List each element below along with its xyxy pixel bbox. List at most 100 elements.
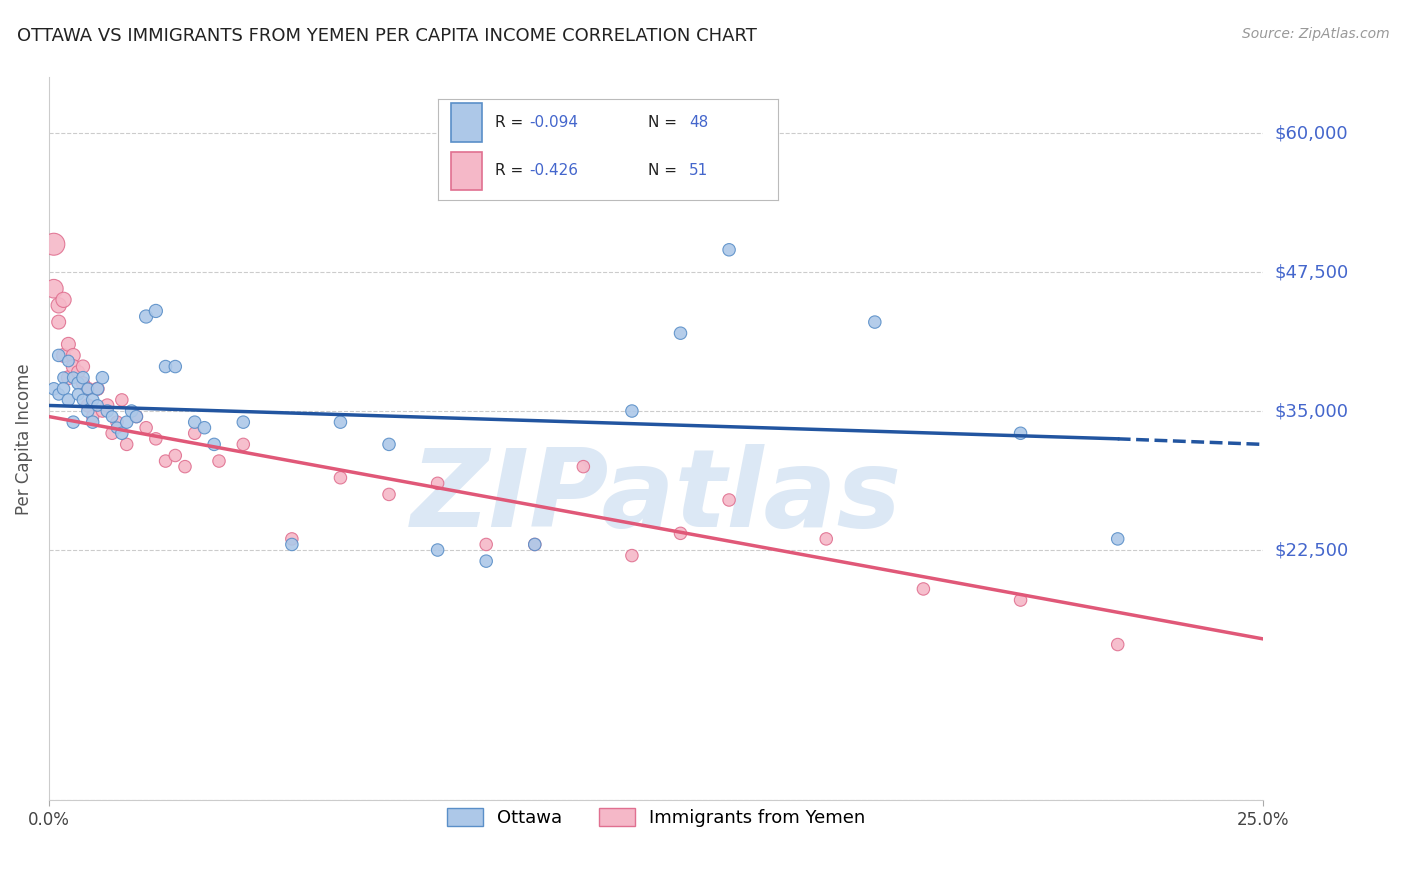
- Text: $22,500: $22,500: [1275, 541, 1348, 559]
- Point: [48, 348, 70, 362]
- Point: [42, 237, 65, 252]
- Point: [58, 337, 80, 351]
- Point: [1107, 532, 1129, 546]
- Point: [101, 409, 124, 424]
- Point: [76, 382, 98, 396]
- Point: [1107, 638, 1129, 652]
- Point: [58, 392, 80, 407]
- Point: [76, 404, 98, 418]
- Point: [125, 409, 148, 424]
- Point: [91, 370, 114, 384]
- Point: [232, 437, 254, 451]
- Point: [669, 326, 692, 341]
- Point: [62, 359, 84, 374]
- Point: [111, 392, 134, 407]
- Point: [96, 404, 118, 418]
- Point: [67, 387, 90, 401]
- Point: [475, 537, 498, 551]
- Point: [105, 420, 128, 434]
- Text: $47,500: $47,500: [1275, 263, 1348, 281]
- Point: [58, 370, 80, 384]
- Point: [67, 365, 90, 379]
- Point: [86, 382, 108, 396]
- Point: [426, 476, 449, 491]
- Point: [815, 532, 838, 546]
- Point: [208, 454, 231, 468]
- Point: [115, 437, 138, 451]
- Point: [145, 432, 167, 446]
- Point: [523, 537, 546, 551]
- Point: [523, 537, 546, 551]
- Point: [76, 382, 98, 396]
- Point: [165, 359, 187, 374]
- Point: [105, 415, 128, 429]
- Point: [329, 471, 352, 485]
- Point: [115, 415, 138, 429]
- Point: [145, 304, 167, 318]
- Point: [125, 409, 148, 424]
- Point: [620, 404, 643, 418]
- Point: [232, 415, 254, 429]
- Point: [475, 554, 498, 568]
- Point: [58, 354, 80, 368]
- Point: [1010, 593, 1032, 607]
- Y-axis label: Per Capita Income: Per Capita Income: [15, 363, 32, 515]
- Point: [183, 415, 205, 429]
- Point: [669, 526, 692, 541]
- Point: [86, 382, 108, 396]
- Point: [67, 376, 90, 391]
- Point: [96, 399, 118, 413]
- Point: [174, 459, 197, 474]
- Point: [52, 382, 75, 396]
- Point: [62, 415, 84, 429]
- Point: [135, 420, 157, 434]
- Point: [718, 493, 741, 508]
- Point: [378, 437, 401, 451]
- Text: $60,000: $60,000: [1275, 124, 1348, 142]
- Point: [155, 359, 177, 374]
- Point: [620, 549, 643, 563]
- Point: [183, 426, 205, 441]
- Point: [82, 415, 104, 429]
- Point: [76, 399, 98, 413]
- Point: [62, 370, 84, 384]
- Point: [72, 359, 94, 374]
- Point: [155, 454, 177, 468]
- Legend: Ottawa, Immigrants from Yemen: Ottawa, Immigrants from Yemen: [440, 801, 873, 835]
- Point: [111, 426, 134, 441]
- Point: [912, 582, 935, 596]
- Point: [48, 387, 70, 401]
- Point: [1010, 426, 1032, 441]
- Text: ZIPatlas: ZIPatlas: [411, 443, 901, 549]
- Point: [48, 315, 70, 329]
- Point: [281, 532, 304, 546]
- Point: [52, 348, 75, 362]
- Point: [378, 487, 401, 501]
- Point: [426, 543, 449, 558]
- Point: [52, 370, 75, 384]
- Point: [86, 399, 108, 413]
- Point: [48, 298, 70, 312]
- Point: [42, 282, 65, 296]
- Point: [329, 415, 352, 429]
- Text: $35,000: $35,000: [1275, 402, 1348, 420]
- Point: [62, 348, 84, 362]
- Point: [863, 315, 886, 329]
- Point: [121, 404, 143, 418]
- Text: Source: ZipAtlas.com: Source: ZipAtlas.com: [1241, 27, 1389, 41]
- Point: [135, 310, 157, 324]
- Point: [72, 392, 94, 407]
- Point: [101, 426, 124, 441]
- Point: [72, 376, 94, 391]
- Point: [82, 392, 104, 407]
- Point: [718, 243, 741, 257]
- Point: [52, 293, 75, 307]
- Point: [281, 537, 304, 551]
- Point: [82, 409, 104, 424]
- Point: [42, 382, 65, 396]
- Point: [72, 370, 94, 384]
- Point: [572, 459, 595, 474]
- Text: OTTAWA VS IMMIGRANTS FROM YEMEN PER CAPITA INCOME CORRELATION CHART: OTTAWA VS IMMIGRANTS FROM YEMEN PER CAPI…: [17, 27, 756, 45]
- Point: [193, 420, 215, 434]
- Point: [165, 449, 187, 463]
